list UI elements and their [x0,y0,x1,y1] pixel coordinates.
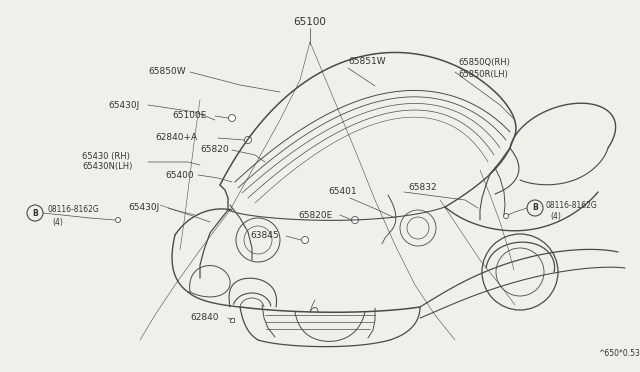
Text: 65400: 65400 [165,170,194,180]
Text: 62840: 62840 [190,314,218,323]
Text: 65100E: 65100E [172,112,206,121]
Text: B: B [32,208,38,218]
Text: 65850W: 65850W [148,67,186,77]
Circle shape [27,205,43,221]
Text: 65401: 65401 [328,187,356,196]
Text: 65832: 65832 [408,183,436,192]
Text: 65100: 65100 [294,17,326,27]
Text: 65850Q(RH): 65850Q(RH) [458,58,510,67]
Circle shape [244,137,252,144]
Text: 65850R(LH): 65850R(LH) [458,70,508,78]
Text: 65430J: 65430J [108,100,140,109]
Text: B: B [532,203,538,212]
Circle shape [504,214,509,218]
Text: 65430 (RH): 65430 (RH) [82,151,130,160]
Text: 65430J: 65430J [128,203,159,212]
Text: (4): (4) [550,212,561,221]
Text: 08116-8162G: 08116-8162G [546,201,598,209]
Text: 65430N(LH): 65430N(LH) [82,163,132,171]
Text: 62840+A: 62840+A [155,134,197,142]
Text: 65820E: 65820E [298,211,332,219]
Bar [230,318,234,322]
Circle shape [527,200,543,216]
Text: ^650*0.53: ^650*0.53 [598,350,640,359]
Circle shape [115,218,120,222]
Circle shape [301,237,308,244]
Circle shape [351,217,358,224]
Text: 65820: 65820 [200,145,228,154]
Text: 65851W: 65851W [348,58,386,67]
Circle shape [228,115,236,122]
Text: 63845: 63845 [250,231,278,241]
Text: (4): (4) [52,218,63,227]
Text: 08116-8162G: 08116-8162G [47,205,99,215]
